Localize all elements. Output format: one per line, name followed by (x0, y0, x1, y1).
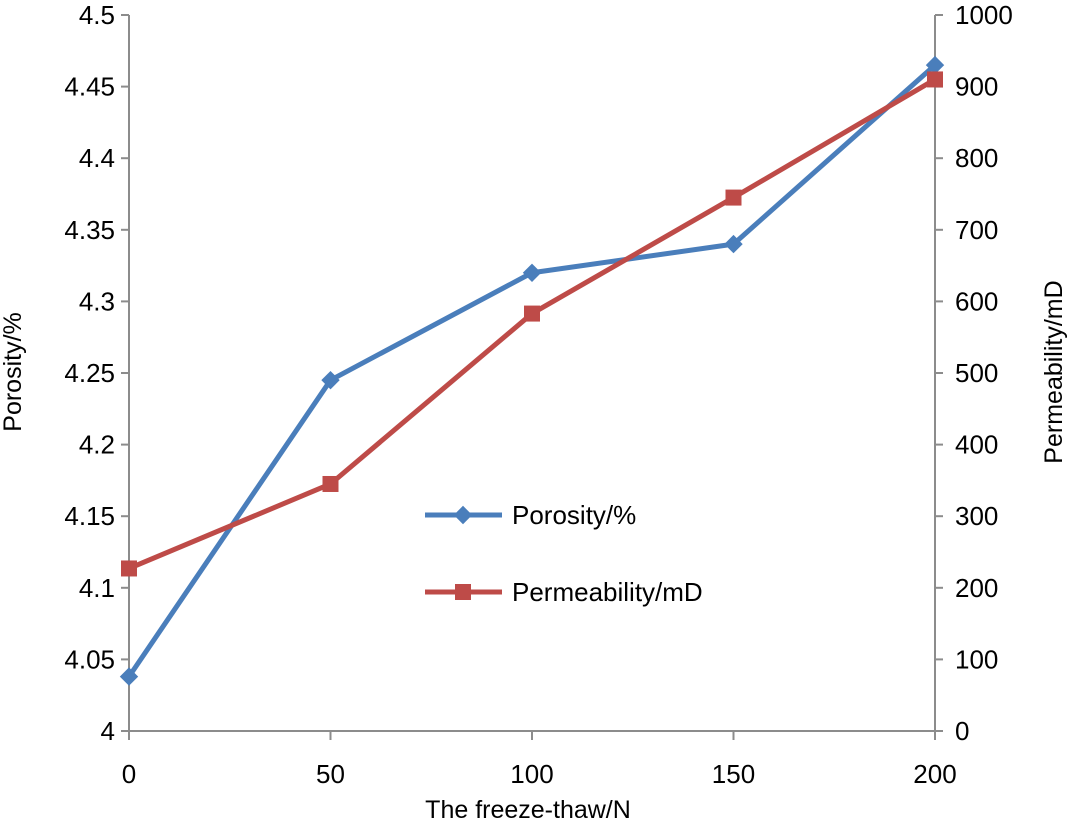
y-tick-label: 4.1 (79, 573, 115, 603)
series-layer (119, 55, 945, 686)
data-point-porosity (522, 263, 542, 282)
legend: Porosity/% Permeability/mD (425, 500, 703, 607)
y2-tick-label: 1000 (955, 0, 1013, 30)
y-tick-label: 4.5 (79, 0, 115, 30)
y2-tick-label: 800 (955, 143, 998, 173)
data-point-porosity (119, 667, 139, 686)
y2-tick-label: 500 (955, 358, 998, 388)
x-tick-label: 200 (913, 759, 956, 789)
y2-axis-title: Permeability/mD (1040, 280, 1068, 463)
y2-tick-label: 400 (955, 430, 998, 460)
y-tick-label: 4.4 (79, 143, 115, 173)
legend-marker-porosity (453, 505, 473, 525)
legend-item-permeability: Permeability/mD (425, 577, 703, 607)
y-tick-label: 4.05 (64, 644, 115, 674)
x-tick-label: 0 (122, 759, 136, 789)
y-tick-label: 4.35 (64, 215, 115, 245)
data-point-permeability (121, 560, 137, 577)
legend-label-permeability: Permeability/mD (512, 577, 703, 607)
y-tick-label: 4.15 (64, 501, 115, 531)
y-tick-label: 4 (101, 716, 115, 746)
x-tick-label: 50 (316, 759, 345, 789)
data-point-porosity (724, 234, 743, 254)
y2-tick-label: 900 (955, 72, 998, 102)
data-point-permeability (524, 305, 540, 322)
x-tick-label: 150 (712, 759, 755, 789)
y-tick-label: 4.25 (64, 358, 115, 388)
x-axis-title: The freeze-thaw/N (425, 796, 631, 823)
y2-tick-label: 100 (955, 644, 998, 674)
legend-label-porosity: Porosity/% (512, 500, 636, 530)
y2-tick-label: 600 (955, 286, 998, 316)
legend-item-porosity: Porosity/% (425, 500, 636, 530)
data-point-porosity (321, 370, 340, 390)
y2-tick-label: 200 (955, 573, 998, 603)
data-point-permeability (725, 189, 742, 206)
y-tick-label: 4.3 (79, 286, 115, 316)
y2-tick-label: 0 (955, 716, 969, 746)
y-tick-label: 4.45 (64, 72, 115, 102)
y-axis-title: Porosity/% (0, 312, 27, 431)
data-point-permeability (927, 71, 943, 88)
y2-tick-label: 300 (955, 501, 998, 531)
y2-tick-label: 700 (955, 215, 998, 245)
axes: 4 4.05 4.1 4.15 4.2 4.25 4.3 4.35 4.4 4.45 4.5 0 100… (64, 0, 1012, 789)
x-tick-label: 100 (510, 759, 553, 789)
y-tick-label: 4.2 (79, 430, 115, 460)
data-point-permeability (322, 475, 339, 492)
legend-marker-permeability (455, 584, 471, 600)
